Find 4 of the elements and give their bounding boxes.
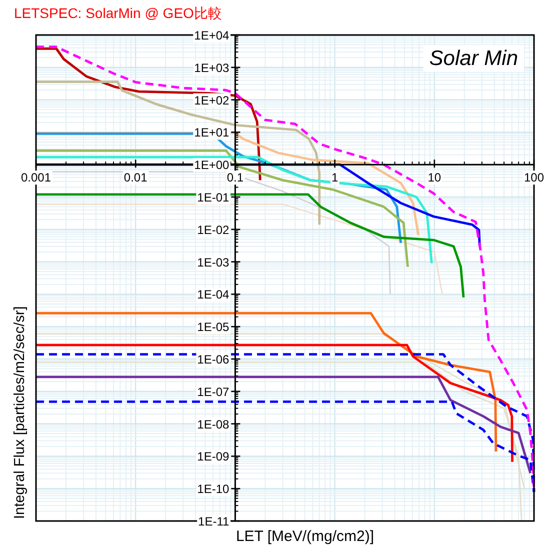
title: LETSPEC: SolarMin @ GEO比較 [14, 5, 222, 21]
annotation: Solar Min [429, 47, 518, 70]
xlabel: LET [MeV/(mg/cm2)] [236, 528, 374, 545]
ylabel: Integral Flux [particles/m2/sec/sr] [12, 306, 28, 519]
